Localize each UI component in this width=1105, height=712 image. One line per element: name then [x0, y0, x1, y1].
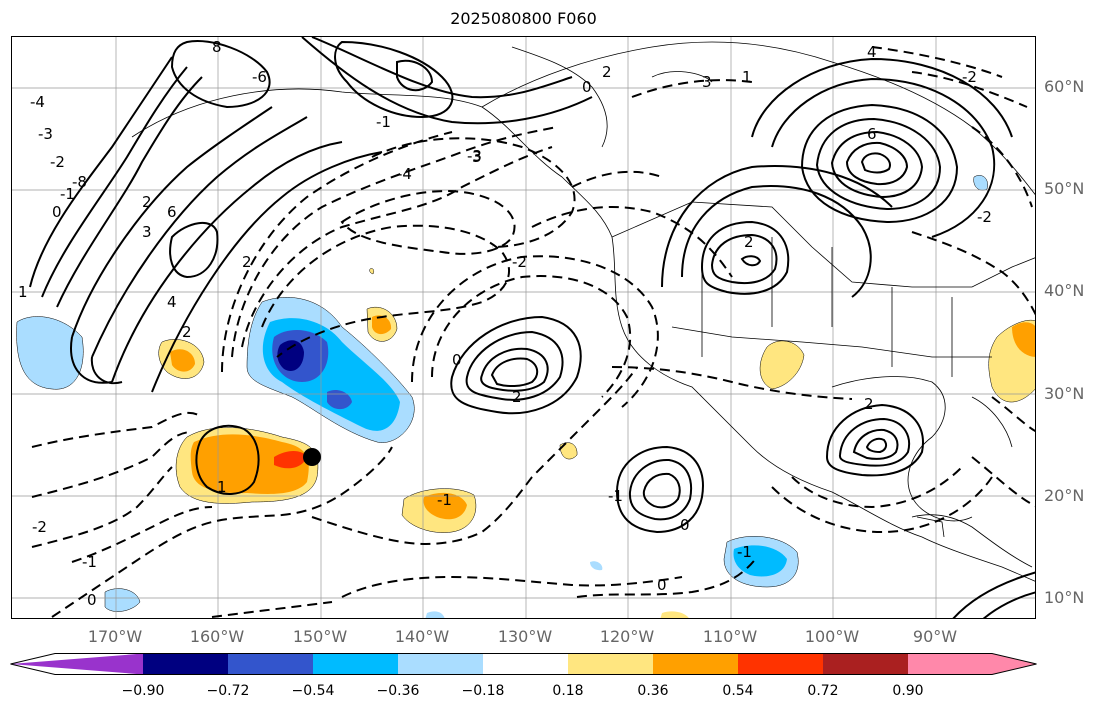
colorbar — [10, 653, 1037, 675]
contour-label: 1 — [217, 478, 227, 496]
lon-label: 150°W — [292, 627, 348, 646]
contour-label: -1 — [60, 185, 75, 203]
shading-layer — [16, 175, 1035, 618]
colorbar-extend-max — [908, 653, 1037, 675]
contour-label: 2 — [864, 395, 874, 413]
contour-label: 4 — [867, 43, 877, 61]
colorbar-tick: −0.72 — [206, 683, 250, 699]
lon-label: 90°W — [912, 627, 958, 646]
lon-label: 120°W — [599, 627, 655, 646]
contour-lines — [29, 37, 1035, 618]
contour-label: 3 — [472, 148, 482, 166]
contour-label: -8 — [72, 173, 87, 191]
contour-label: 2 — [242, 253, 252, 271]
contour-label: 0 — [452, 351, 462, 369]
contour-label: -1 — [737, 543, 752, 561]
colorbar-tick: −0.54 — [291, 683, 335, 699]
colorbar-cell — [483, 653, 568, 675]
coastlines — [131, 41, 1035, 582]
lon-label: 160°W — [189, 627, 245, 646]
colorbar-cell — [143, 653, 228, 675]
colorbar-tick: 0.90 — [892, 683, 924, 699]
lat-label: 20°N — [1044, 486, 1085, 505]
contour-label: -2 — [962, 68, 977, 86]
contour-label: 8 — [212, 38, 222, 56]
lat-label: 30°N — [1044, 384, 1085, 403]
colorbar-tick: 0.18 — [552, 683, 584, 699]
contour-label: 1 — [18, 283, 28, 301]
contour-label: 3 — [142, 223, 152, 241]
contour-label: 2 — [142, 193, 152, 211]
colorbar-tick: −0.18 — [461, 683, 505, 699]
contour-label: 1 — [742, 68, 752, 86]
colorbar-cell — [228, 653, 313, 675]
colorbar-cell — [738, 653, 823, 675]
lon-label: 130°W — [497, 627, 553, 646]
contour-label: -1 — [437, 491, 452, 509]
map-canvas: -4 -3 -2 -1 0 1 2 3 4 6 8 -8 -6 2 -2 -1 … — [12, 37, 1035, 618]
contour-label: 0 — [680, 516, 690, 534]
contour-label: 6 — [867, 125, 877, 143]
contour-label: -2 — [50, 153, 65, 171]
contour-label: -1 — [608, 487, 623, 505]
storm-center-marker — [303, 448, 321, 466]
lat-label: 40°N — [1044, 281, 1085, 300]
contour-label: 2 — [512, 388, 522, 406]
colorbar-tick: −0.36 — [376, 683, 420, 699]
lat-lon-grid — [12, 37, 1035, 618]
map-title: 2025080800 F060 — [450, 9, 597, 28]
colorbar-tick: −0.90 — [121, 683, 165, 699]
contour-label: 2 — [182, 323, 192, 341]
contour-label: -4 — [30, 93, 45, 111]
lat-label: 60°N — [1044, 77, 1085, 96]
contour-label-layer: -4 -3 -2 -1 0 1 2 3 4 6 8 -8 -6 2 -2 -1 … — [18, 38, 992, 609]
lon-label: 110°W — [702, 627, 758, 646]
colorbar-cell — [568, 653, 653, 675]
contour-label: 2 — [602, 63, 612, 81]
colorbar-cell — [313, 653, 398, 675]
contour-label: 2 — [744, 233, 754, 251]
lat-label: 10°N — [1044, 588, 1085, 607]
colorbar-cell — [823, 653, 908, 675]
contour-label: -4 — [397, 165, 412, 183]
contour-label: 0 — [87, 591, 97, 609]
contour-label: 4 — [167, 293, 177, 311]
contour-label: -2 — [977, 208, 992, 226]
colorbar-tick: 0.36 — [637, 683, 669, 699]
lat-label: 50°N — [1044, 179, 1085, 198]
contour-label: -1 — [82, 553, 97, 571]
colorbar-cell — [653, 653, 738, 675]
contour-label: -1 — [376, 113, 391, 131]
colorbar-tick: 0.72 — [807, 683, 839, 699]
lon-label: 170°W — [87, 627, 143, 646]
contour-label: 6 — [167, 203, 177, 221]
colorbar-extend-min — [10, 653, 143, 675]
contour-label: 3 — [702, 73, 712, 91]
contour-label: 0 — [582, 78, 592, 96]
contour-label: -3 — [467, 147, 482, 165]
contour-label: -2 — [32, 518, 47, 536]
contour-label: 0 — [657, 576, 667, 594]
contour-label: -6 — [252, 68, 267, 86]
contour-label: 0 — [52, 203, 62, 221]
map-panel: -4 -3 -2 -1 0 1 2 3 4 6 8 -8 -6 2 -2 -1 … — [11, 36, 1036, 619]
colorbar-cell — [398, 653, 483, 675]
contour-label: -2 — [512, 253, 527, 271]
lon-label: 100°W — [804, 627, 860, 646]
colorbar-tick: 0.54 — [722, 683, 754, 699]
lon-label: 140°W — [394, 627, 450, 646]
contour-label: -3 — [38, 125, 53, 143]
